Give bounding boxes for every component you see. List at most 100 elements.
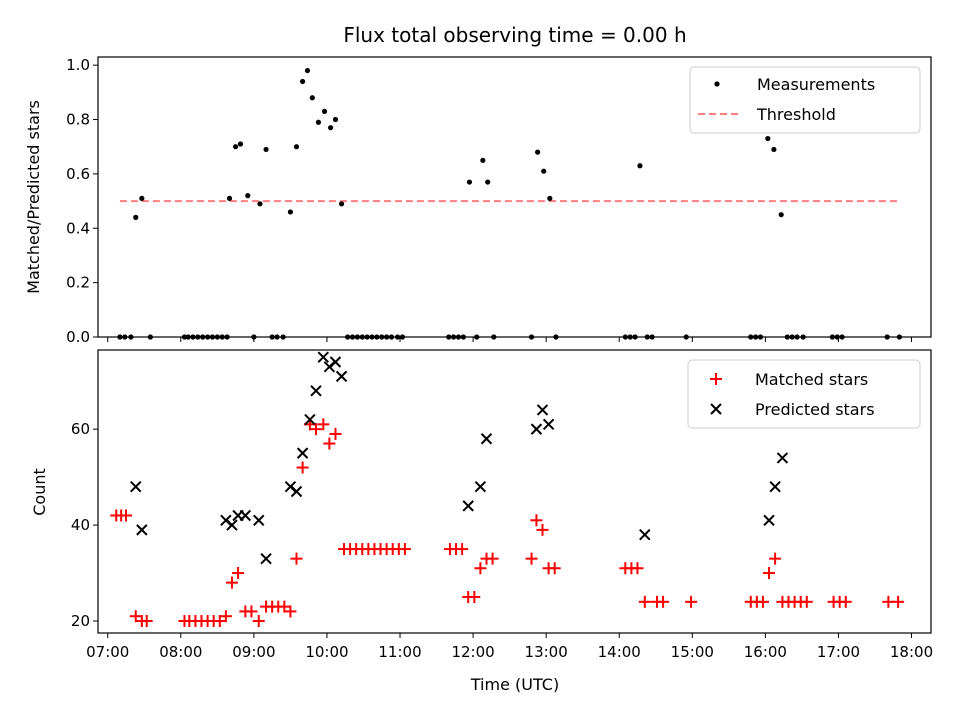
bottom-x-tick-label: 15:00 [671,643,714,661]
top-legend: Measurements Threshold [689,66,921,134]
predicted-star-stroke-b [639,528,651,541]
measurement-point [133,214,139,220]
predicted-star-stroke-b [239,509,252,522]
chart-title: Flux total observing time = 0.00 h [343,23,686,47]
measurement-point [287,209,294,215]
measurement-point [547,195,553,201]
predicted-star-point [310,385,322,397]
bottom-y-ticks: 20 40 60 [71,420,98,630]
matched-star-point [468,591,481,604]
measurement-point [765,135,771,142]
matched-star-point [323,437,336,450]
predicted-star-point [304,413,316,426]
predicted-star-stroke-b [284,480,297,493]
matched-star-point [120,509,133,522]
measurement-point [263,146,269,153]
measurement-point [778,212,784,218]
predicted-star-stroke-b [530,423,543,435]
matched-star-point [631,562,644,575]
predicted-star-stroke-b [474,480,487,493]
matched-star-point [548,562,561,575]
matched-star-point [129,610,142,623]
predicted-star-stroke-b [335,370,348,383]
measurement-point [321,108,328,114]
measurement-point [535,149,541,155]
predicted-star-stroke-b [136,524,148,536]
bottom-x-tick-label: 08:00 [159,643,202,661]
measurement-point [332,116,339,123]
predicted-star-stroke-b [317,351,330,363]
legend-measurements-marker [714,81,720,87]
matched-star-point [638,595,651,608]
predicted-star-point [296,447,309,459]
matched-star-point [398,543,411,556]
bottom-x-tick-label: 10:00 [305,643,348,661]
predicted-star-stroke-b [763,514,775,526]
predicted-star-point [474,480,487,493]
predicted-star-stroke-b [462,500,474,512]
bottom-x-axis-label: Time (UTC) [470,675,559,694]
measurement-point [480,157,486,163]
bottom-x-tick-label: 13:00 [525,643,568,661]
bottom-legend-box [687,359,921,429]
measurement-point [226,195,233,201]
measurement-point [139,195,145,201]
bottom-y-tick-label: 40 [71,516,90,534]
bottom-x-tick-label: 09:00 [232,643,275,661]
predicted-star-point [462,500,474,512]
matched-star-point [456,543,469,556]
top-y-ticks: 0.0 0.2 0.4 0.6 0.8 1.0 [66,56,98,346]
matched-star-point [213,615,226,628]
measurement-point [245,193,251,199]
bottom-axes-frame [97,349,932,634]
top-axes-frame [97,56,932,338]
legend-predicted-marker [710,403,722,415]
predicted-star-stroke-b [776,452,789,464]
predicted-star-point [239,509,252,522]
top-marks [117,67,902,340]
predicted-star-stroke-b [304,413,316,426]
matched-star-point [800,595,813,608]
measurement-point [541,168,547,174]
bottom-marks [110,351,905,628]
top-y-tick-label: 1.0 [66,56,90,74]
predicted-star-point [317,351,330,363]
matched-star-point [685,595,698,608]
bottom-x-tick-label: 16:00 [744,643,787,661]
predicted-star-point [290,485,303,498]
top-legend-box [689,66,921,134]
predicted-star-stroke-b [130,480,142,493]
measurement-point [315,119,322,125]
predicted-star-point [226,519,238,531]
predicted-star-point [530,423,543,435]
top-y-tick-label: 0.4 [66,219,90,237]
top-y-tick-label: 0.2 [66,274,90,292]
predicted-star-point [260,552,272,565]
measurement-point [293,144,300,150]
bottom-y-tick-label: 20 [71,612,90,630]
top-y-axis-label: Matched/Predicted stars [24,100,43,294]
bottom-y-axis-label: Count [30,468,49,516]
predicted-star-point [136,524,148,536]
bottom-x-tick-label: 12:00 [451,643,494,661]
matched-star-point [252,615,265,628]
bottom-x-tick-label: 18:00 [890,643,933,661]
matched-star-point [309,423,322,436]
bottom-x-tick-label: 14:00 [598,643,641,661]
legend-measurements-label: Measurements [757,75,875,94]
predicted-star-point [253,514,265,526]
matched-star-point [140,615,153,628]
predicted-star-point [769,480,781,493]
predicted-star-point [763,514,775,526]
predicted-star-stroke-b [290,485,303,498]
bottom-legend: Matched stars Predicted stars [687,359,921,429]
matched-star-point [525,552,538,565]
matched-star-point [284,605,297,618]
matched-star-point [219,610,232,623]
measurement-point [328,125,334,131]
legend-threshold-label: Threshold [756,105,836,124]
predicted-star-stroke-b [542,418,555,431]
matched-star-point [278,600,291,613]
predicted-star-point [536,404,549,416]
